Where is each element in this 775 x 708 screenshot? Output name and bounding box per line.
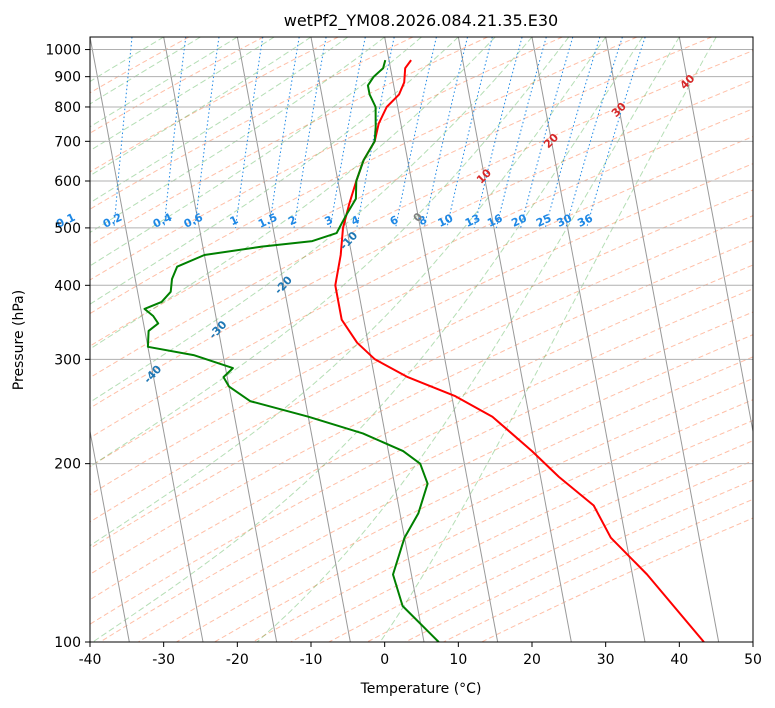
temperature-profile (334, 59, 705, 642)
x-axis-title: Temperature (°C) (360, 681, 482, 697)
axes: -40 -30 -20 -10 0 10 20 30 40 50 100 200 300 400 500 60… (45, 43, 762, 668)
x-tick-label: 0 (380, 652, 389, 668)
y-tick-label: 600 (54, 174, 81, 190)
moist-adiabat-line (90, 37, 496, 350)
mixing-ratio-line (544, 37, 601, 229)
moist-adiabat-line (379, 37, 717, 642)
isotherm-line (310, 37, 425, 642)
mixing-ratio-line (495, 37, 547, 229)
dry-adiabat-line (90, 79, 753, 409)
moist-adiabat-line (90, 37, 349, 204)
moist-adiabat-line (90, 37, 459, 305)
moist-adiabat-line (90, 37, 570, 468)
isotherm-line (384, 37, 499, 642)
mixing-ratio-line (194, 37, 220, 228)
x-tick-label: 50 (744, 652, 762, 668)
y-tick-label: 300 (54, 352, 81, 368)
plot-frame (89, 36, 754, 643)
moist-adiabat-line (90, 37, 422, 267)
mixing-ratio-line (446, 37, 493, 229)
y-tick-label: 100 (54, 635, 81, 651)
x-tick-label: -20 (226, 652, 249, 668)
y-tick-label: 500 (54, 221, 81, 237)
moist-adiabat-line (92, 37, 643, 642)
y-tick-label: 900 (54, 70, 81, 86)
dry-adiabat-line (90, 37, 563, 281)
mixing-ratio-line (520, 37, 574, 229)
moist-adiabat-line (256, 37, 680, 642)
isotherm-line (678, 37, 753, 435)
mixing-ratio-label: 13 (463, 212, 482, 230)
moist-adiabat-line (90, 37, 607, 547)
mixing-ratio-line (235, 37, 264, 228)
isotherm-line (457, 37, 572, 642)
moist-adiabat-line (90, 37, 275, 152)
mixing-ratio-line (586, 37, 646, 229)
dry-adiabat-line (176, 356, 753, 642)
dry-adiabat-line (90, 264, 753, 601)
dry-adiabat-line (90, 288, 753, 625)
isotherm-line (605, 37, 720, 642)
dry-adiabat-line (366, 460, 753, 642)
y-tick-label: 1000 (45, 43, 81, 59)
moist-adiabat-line (90, 37, 386, 234)
mixing-ratio-label: 36 (575, 211, 595, 229)
dry-adiabat-line (99, 311, 753, 642)
x-tick-label: 40 (670, 652, 688, 668)
mixing-ratio-line (423, 37, 468, 229)
dry-adiabat-line (90, 37, 638, 315)
dry-adiabat-line (214, 377, 753, 642)
isotherm-line (236, 37, 351, 642)
mixing-ratio-line (473, 37, 523, 229)
x-tick-label: 30 (597, 652, 615, 668)
dry-adiabat-line (90, 49, 753, 379)
profile-lines (143, 59, 705, 642)
dry-adiabat-line (90, 37, 712, 347)
isotherm-line (90, 37, 204, 642)
mixing-ratio-line (268, 37, 300, 228)
mixing-ratio-label: 25 (534, 212, 553, 230)
mixing-ratio-label: 30 (555, 211, 575, 229)
y-axis-title: Pressure (hPa) (11, 290, 27, 390)
x-tick-label: 20 (523, 652, 541, 668)
isotherm-line (90, 428, 130, 642)
mixing-ratio-label: 16 (485, 211, 505, 229)
x-tick-label: -40 (79, 652, 102, 668)
mixing-ratio-label: 20 (509, 211, 529, 229)
mixing-ratio-line (395, 37, 437, 228)
mixing-ratio-label: 10 (436, 211, 456, 229)
moist-adiabat-line (90, 37, 533, 403)
x-tick-label: 10 (449, 652, 467, 668)
y-tick-label: 700 (54, 134, 81, 150)
y-tick-label: 200 (54, 457, 81, 473)
dry-adiabat-line (90, 37, 488, 246)
isotherm-line (531, 37, 646, 642)
chart-title: wetPf2_YM08.2026.084.21.35.E30 (284, 11, 558, 31)
mixing-ratio-line (565, 37, 623, 229)
x-tick-label: -10 (300, 652, 323, 668)
isotherm-line (163, 37, 278, 642)
x-tick-label: -30 (152, 652, 175, 668)
dry-adiabat-line (90, 215, 753, 550)
mixing-ratio-line (163, 37, 187, 228)
dry-adiabat-line (328, 440, 753, 642)
mixing-ratio-line (293, 37, 327, 228)
dry-adiabat-line (90, 108, 753, 439)
mixing-ratio-line (329, 37, 366, 228)
y-tick-label: 400 (54, 278, 81, 294)
y-tick-label: 800 (54, 100, 81, 116)
dewpoint-profile (143, 59, 440, 642)
